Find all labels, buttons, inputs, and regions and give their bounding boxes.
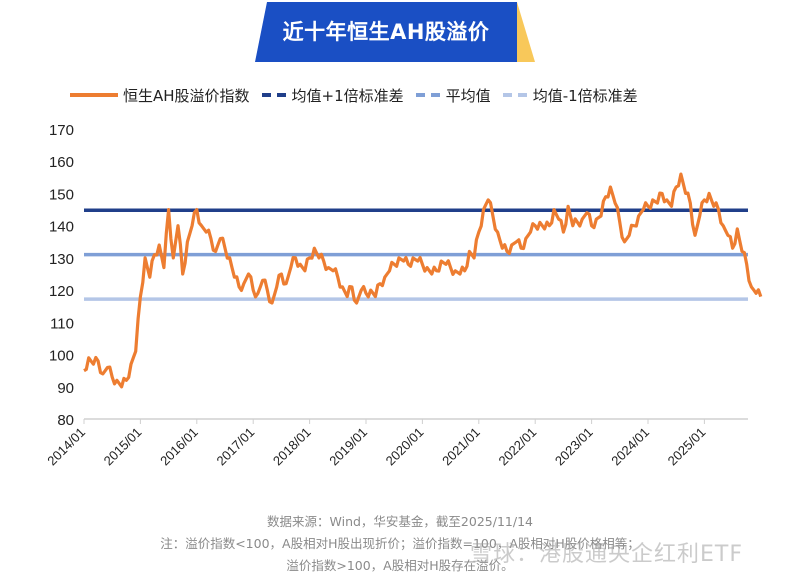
legend-item-mean-minus-1sd: 均值-1倍标准差 (502, 85, 638, 106)
x-tick-label: 2025/01 (665, 425, 709, 469)
x-tick-label: 2020/01 (383, 425, 427, 469)
note-line-1: 注：溢价指数<100，A股相对H股出现折价；溢价指数=100，A股相对H股价格相… (160, 536, 640, 551)
reference-lines (84, 208, 748, 301)
legend-swatch-dash (517, 93, 527, 97)
legend: 恒生AH股溢价指数 均值+1倍标准差 平均值 均值-1倍标准差 (70, 84, 650, 106)
title-banner: 近十年恒生AH股溢价 (255, 2, 535, 62)
y-tick-label: 170 (49, 122, 74, 139)
legend-label: 均值+1倍标准差 (291, 86, 404, 105)
y-tick-label: 150 (49, 186, 74, 203)
y-tick-label: 130 (49, 251, 74, 268)
y-tick-label: 110 (50, 315, 74, 332)
banner-background (255, 2, 517, 62)
y-axis: 80 90 100 110 120 130 140 150 160 170 (49, 122, 74, 429)
x-axis: 2014/01 2015/01 2016/01 2017/01 2018/01 2019/… (44, 418, 748, 469)
legend-swatch-dash (502, 93, 512, 97)
y-tick-label: 160 (49, 154, 74, 171)
line-chart: 80 90 100 110 120 130 140 150 160 170 2014/01 2015… (44, 122, 763, 469)
x-tick-label: 2023/01 (552, 425, 596, 469)
legend-label: 均值-1倍标准差 (532, 86, 638, 105)
watermark: 雪球：港股通央企红利ETF (470, 542, 743, 567)
x-tick-label: 2017/01 (213, 425, 257, 469)
x-tick-label: 2014/01 (44, 425, 88, 469)
y-tick-label: 140 (49, 219, 74, 236)
x-tick-label: 2021/01 (439, 425, 483, 469)
legend-swatch-dash (261, 93, 271, 97)
chart-title: 近十年恒生AH股溢价 (282, 20, 490, 44)
x-tick-label: 2019/01 (326, 425, 370, 469)
y-tick-label: 80 (57, 412, 74, 429)
legend-label: 恒生AH股溢价指数 (123, 86, 250, 105)
legend-item-mean: 平均值 (415, 85, 491, 106)
x-tick-label: 2015/01 (101, 425, 145, 469)
note-line-2: 溢价指数>100，A股相对H股存在溢价。 (286, 558, 514, 573)
y-tick-label: 90 (57, 380, 74, 397)
legend-label: 平均值 (445, 86, 491, 105)
legend-swatch-dash (415, 93, 425, 97)
x-tick-label: 2024/01 (608, 425, 652, 469)
y-tick-label: 120 (49, 283, 74, 300)
legend-swatch-dash (276, 93, 286, 97)
banner-shape (255, 2, 535, 62)
x-tick-label: 2018/01 (270, 425, 314, 469)
premium-index-line (83, 172, 763, 389)
data-source: 数据来源：Wind，华安基金，截至2025/11/14 (267, 514, 533, 529)
x-tick-label: 2016/01 (157, 425, 201, 469)
legend-item-index: 恒生AH股溢价指数 (70, 85, 250, 106)
y-tick-label: 100 (49, 348, 74, 365)
legend-swatch-index (70, 93, 118, 97)
legend-swatch-dash (430, 93, 440, 97)
legend-item-mean-plus-1sd: 均值+1倍标准差 (261, 85, 404, 106)
x-tick-label: 2022/01 (495, 425, 539, 469)
